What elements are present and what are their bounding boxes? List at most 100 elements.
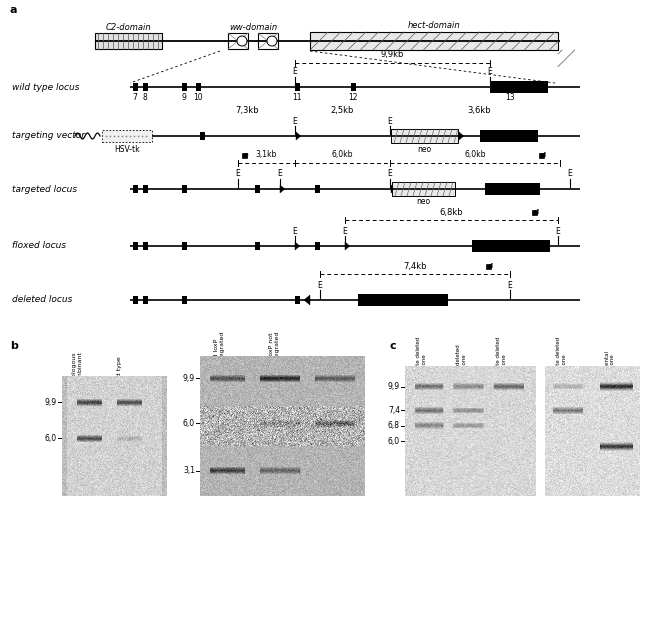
Text: 6,0: 6,0 — [45, 434, 57, 443]
Text: 9,9: 9,9 — [45, 398, 57, 407]
Bar — [255, 185, 260, 193]
Bar — [295, 296, 300, 304]
Text: neo deleted
clone: neo deleted clone — [456, 345, 467, 377]
Text: floxed locus: floxed locus — [12, 242, 66, 251]
Text: E: E — [343, 226, 347, 235]
Bar — [228, 33, 248, 49]
Text: 3rd loxP not
cointegrated: 3rd loxP not cointegrated — [269, 331, 280, 371]
Circle shape — [267, 36, 277, 46]
Bar — [315, 242, 320, 250]
Text: E: E — [567, 170, 573, 179]
Text: d: d — [540, 152, 545, 158]
Text: 11: 11 — [292, 93, 302, 102]
Bar — [196, 83, 201, 91]
Text: neo: neo — [417, 198, 430, 207]
Bar — [133, 242, 138, 250]
Bar — [255, 242, 260, 250]
Text: 9,9kb: 9,9kb — [381, 50, 404, 60]
Text: ww-domain: ww-domain — [229, 22, 277, 32]
Text: 9,9: 9,9 — [388, 382, 400, 391]
Bar — [133, 83, 138, 91]
Bar — [532, 209, 537, 214]
Text: complete deleted
clone: complete deleted clone — [556, 337, 567, 385]
Text: 3,1: 3,1 — [183, 466, 195, 475]
Text: 6,0: 6,0 — [388, 437, 400, 446]
Text: complete deleted
clone: complete deleted clone — [416, 337, 427, 385]
Text: c: c — [390, 341, 397, 351]
Text: neo: neo — [417, 144, 432, 153]
Bar — [315, 185, 320, 193]
Bar — [143, 242, 148, 250]
Bar — [95, 33, 162, 49]
Text: wild type: wild type — [117, 357, 122, 385]
Text: 7,4kb: 7,4kb — [403, 261, 427, 270]
Text: 6,8kb: 6,8kb — [440, 207, 463, 216]
Polygon shape — [391, 185, 396, 193]
Text: deleted locus: deleted locus — [12, 296, 72, 305]
Polygon shape — [304, 295, 310, 305]
Text: E: E — [488, 67, 492, 76]
Bar — [258, 33, 278, 49]
Bar — [392, 182, 455, 196]
Bar — [143, 185, 148, 193]
Text: targeting vector: targeting vector — [12, 132, 85, 141]
Text: homologous
recombinant: homologous recombinant — [71, 351, 82, 391]
Bar — [351, 83, 356, 91]
Text: d: d — [533, 209, 538, 215]
Text: 9: 9 — [182, 93, 186, 102]
Bar — [182, 83, 187, 91]
Bar — [133, 296, 138, 304]
Text: targeted locus: targeted locus — [12, 184, 77, 193]
Circle shape — [237, 36, 247, 46]
Text: 6,8: 6,8 — [388, 421, 400, 431]
Bar — [143, 296, 148, 304]
Bar — [490, 81, 548, 93]
Text: 13: 13 — [505, 93, 515, 102]
Text: E: E — [318, 280, 322, 289]
Bar — [358, 294, 448, 306]
Text: 6,0kb: 6,0kb — [332, 151, 353, 160]
Text: 3,6kb: 3,6kb — [468, 106, 491, 114]
Text: 2,5kb: 2,5kb — [331, 106, 354, 114]
Text: 3rd loxP
cointegrated: 3rd loxP cointegrated — [214, 331, 225, 371]
Text: 6,0: 6,0 — [183, 418, 195, 427]
Text: 7,3kb: 7,3kb — [236, 106, 259, 114]
Bar — [200, 132, 205, 140]
Text: 6,0kb: 6,0kb — [465, 151, 486, 160]
Text: wild type locus: wild type locus — [12, 83, 80, 92]
Bar — [133, 185, 138, 193]
Text: 8: 8 — [142, 93, 148, 102]
Text: E: E — [388, 116, 392, 125]
Text: E: E — [236, 170, 241, 179]
Text: E: E — [292, 116, 298, 125]
Bar — [480, 130, 538, 142]
Text: parental
clone: parental clone — [604, 349, 615, 373]
Bar — [310, 32, 558, 50]
Text: b: b — [10, 341, 18, 351]
Text: E: E — [292, 67, 298, 76]
Bar — [242, 153, 247, 158]
Polygon shape — [459, 132, 464, 140]
Text: 9,9: 9,9 — [183, 374, 195, 383]
Bar — [143, 83, 148, 91]
Text: E: E — [292, 226, 298, 235]
Text: 12: 12 — [348, 93, 358, 102]
Bar — [182, 242, 187, 250]
Text: 10: 10 — [193, 93, 203, 102]
Text: complete deleted
clone: complete deleted clone — [496, 337, 507, 385]
Text: a: a — [10, 5, 17, 15]
Text: HSV-tk: HSV-tk — [114, 144, 140, 153]
Polygon shape — [296, 132, 301, 140]
Text: E: E — [508, 280, 512, 289]
Text: hect-domain: hect-domain — [408, 20, 460, 29]
Polygon shape — [345, 242, 350, 250]
Text: 3,1kb: 3,1kb — [256, 151, 277, 160]
Text: E: E — [278, 170, 282, 179]
Bar — [486, 263, 491, 268]
Polygon shape — [280, 185, 285, 193]
Bar — [182, 296, 187, 304]
Bar — [182, 185, 187, 193]
Bar — [295, 83, 300, 91]
Text: C2-domain: C2-domain — [105, 22, 151, 32]
Text: 7: 7 — [133, 93, 137, 102]
